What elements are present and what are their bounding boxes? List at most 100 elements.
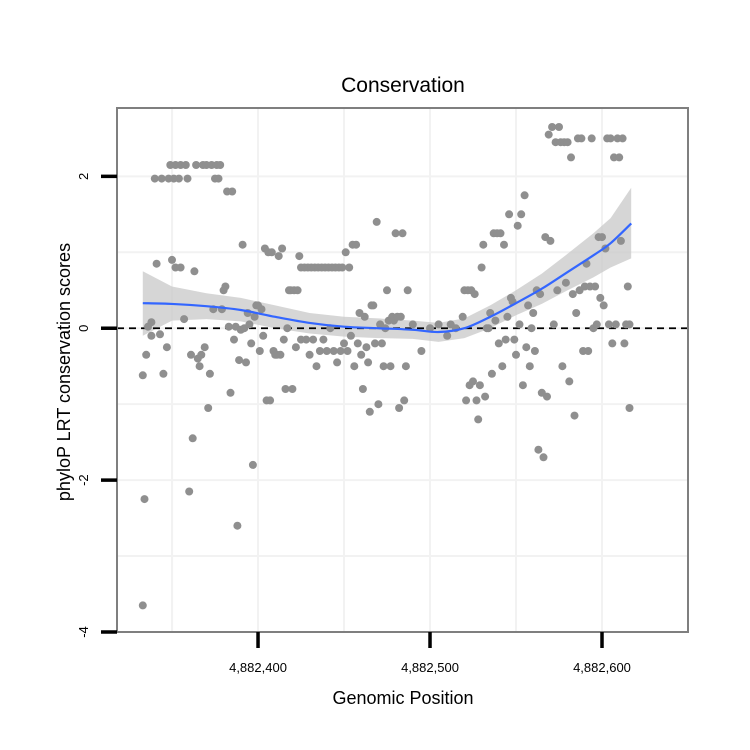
data-point	[245, 320, 254, 329]
data-point	[187, 350, 195, 359]
data-point	[250, 312, 259, 321]
data-point	[591, 282, 600, 291]
data-point	[279, 335, 288, 344]
data-point	[197, 350, 206, 359]
data-point	[568, 290, 577, 299]
data-point	[185, 487, 194, 496]
data-point	[611, 320, 620, 329]
data-point	[242, 358, 250, 367]
data-point	[274, 252, 283, 261]
data-point	[443, 331, 452, 340]
data-point	[174, 174, 183, 183]
data-point	[587, 134, 596, 143]
data-point	[515, 320, 524, 329]
data-point	[616, 236, 625, 245]
data-point	[288, 385, 297, 393]
data-point	[257, 305, 266, 314]
data-point	[374, 400, 383, 409]
data-point	[333, 358, 342, 367]
data-point	[216, 161, 225, 169]
data-point	[503, 312, 512, 321]
data-point	[462, 396, 471, 405]
data-point	[400, 396, 409, 405]
data-point	[322, 347, 331, 355]
data-point	[267, 248, 276, 257]
data-point	[371, 339, 379, 348]
data-point	[570, 411, 579, 420]
data-point	[434, 320, 443, 329]
data-point	[620, 339, 629, 348]
data-point	[345, 263, 354, 272]
data-point	[152, 259, 161, 268]
y-tick-label: 0	[76, 325, 91, 332]
data-point	[315, 347, 324, 355]
data-point	[353, 339, 362, 348]
data-point	[558, 362, 567, 371]
data-point	[168, 255, 176, 264]
data-point	[372, 217, 381, 226]
chart-title: Conservation	[341, 74, 465, 97]
x-axis-label: Genomic Position	[332, 688, 473, 708]
data-point	[329, 347, 338, 355]
data-point	[527, 324, 536, 333]
data-point	[484, 324, 493, 333]
data-point	[520, 191, 529, 200]
data-point	[319, 335, 328, 344]
data-point	[200, 343, 209, 352]
data-point	[474, 415, 483, 424]
data-point	[606, 134, 615, 143]
data-point	[524, 301, 533, 310]
data-point	[221, 282, 230, 291]
data-point	[501, 335, 510, 344]
data-point	[176, 263, 185, 272]
data-point	[226, 388, 235, 397]
data-point	[238, 240, 247, 249]
data-point	[518, 381, 527, 390]
data-point	[604, 320, 613, 329]
data-point	[544, 130, 553, 139]
data-point	[248, 460, 257, 469]
data-point	[517, 210, 526, 219]
data-point	[190, 267, 199, 276]
data-point	[295, 252, 304, 261]
data-point	[214, 174, 223, 183]
data-point	[259, 331, 268, 340]
data-point	[496, 229, 505, 238]
data-point	[224, 322, 233, 331]
data-point	[283, 324, 292, 333]
data-point	[543, 392, 551, 401]
data-point	[188, 434, 197, 443]
data-point	[147, 318, 156, 327]
data-point	[276, 350, 285, 359]
data-point	[592, 320, 601, 329]
data-point	[346, 331, 355, 340]
data-point	[510, 335, 519, 344]
data-point	[255, 347, 264, 355]
grid-lines	[117, 108, 689, 633]
data-point	[584, 347, 593, 355]
data-point	[625, 404, 634, 412]
data-point	[475, 381, 484, 390]
data-point	[138, 371, 147, 380]
data-point	[500, 240, 508, 249]
data-point	[369, 301, 378, 310]
data-point	[539, 453, 548, 462]
data-point	[403, 286, 412, 295]
data-point	[530, 347, 539, 355]
data-point	[565, 377, 574, 386]
data-point	[343, 347, 352, 355]
data-point	[386, 362, 395, 371]
data-point	[505, 210, 514, 219]
data-point	[553, 286, 562, 295]
data-point	[625, 320, 634, 329]
data-point	[577, 134, 586, 143]
data-point	[615, 153, 624, 162]
data-point	[140, 495, 149, 504]
data-point	[309, 335, 318, 344]
data-point	[352, 240, 361, 249]
data-point	[281, 385, 290, 393]
data-point	[138, 601, 147, 610]
y-tick-label: -4	[76, 626, 91, 638]
data-point	[291, 343, 300, 352]
